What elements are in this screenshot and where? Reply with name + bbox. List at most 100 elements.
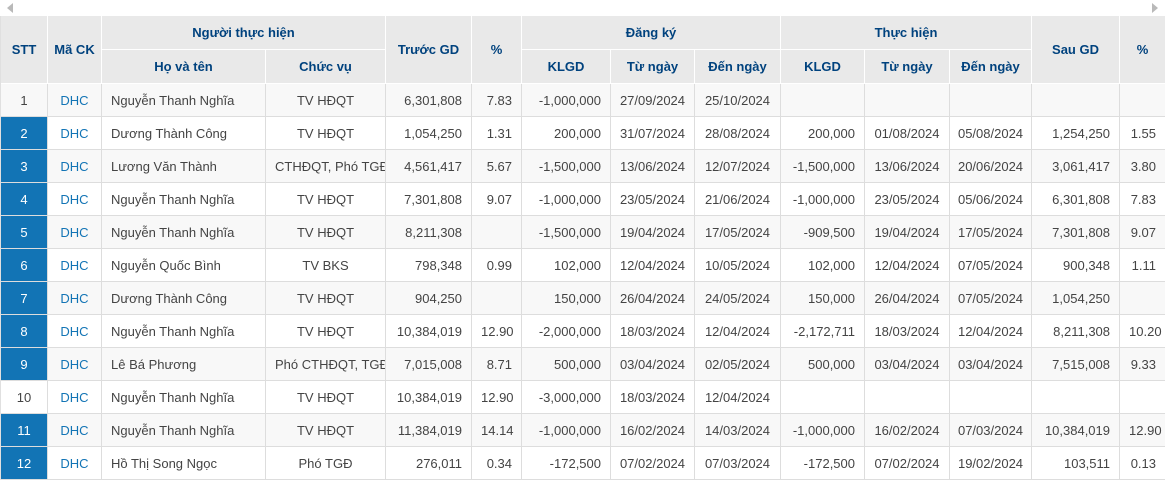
exec-volume-cell: -172,500 xyxy=(781,447,865,480)
header-ma-ck: Mã CK xyxy=(48,16,102,84)
stock-code-link[interactable]: DHC xyxy=(48,249,102,282)
reg-to-date-cell: 02/05/2024 xyxy=(695,348,781,381)
exec-from-date-cell: 13/06/2024 xyxy=(865,150,950,183)
position-cell: Phó TGĐ xyxy=(266,447,386,480)
table-row: 3 DHC Lương Văn Thành CTHĐQT, Phó TGĐ 4,… xyxy=(1,150,1165,183)
reg-to-date-cell: 14/03/2024 xyxy=(695,414,781,447)
exec-volume-cell: 150,000 xyxy=(781,282,865,315)
stock-code-link[interactable]: DHC xyxy=(48,216,102,249)
stock-code-link[interactable]: DHC xyxy=(48,183,102,216)
before-volume-cell: 4,561,417 xyxy=(386,150,472,183)
before-pct-cell: 5.67 xyxy=(472,150,522,183)
before-volume-cell: 7,301,808 xyxy=(386,183,472,216)
after-pct-cell: 3.80 xyxy=(1120,150,1165,183)
stt-cell: 5 xyxy=(1,216,48,249)
reg-from-date-cell: 16/02/2024 xyxy=(611,414,695,447)
header-th-klgd: KLGD xyxy=(781,50,865,84)
exec-volume-cell: -1,000,000 xyxy=(781,183,865,216)
before-pct-cell xyxy=(472,282,522,315)
table-row: 12 DHC Hồ Thị Song Ngọc Phó TGĐ 276,011 … xyxy=(1,447,1165,480)
header-chuc-vu: Chức vụ xyxy=(266,50,386,84)
person-name-cell: Dương Thành Công xyxy=(102,117,266,150)
position-cell: TV HĐQT xyxy=(266,216,386,249)
stock-code-link[interactable]: DHC xyxy=(48,117,102,150)
position-cell: TV HĐQT xyxy=(266,84,386,117)
stock-code-link[interactable]: DHC xyxy=(48,282,102,315)
reg-from-date-cell: 27/09/2024 xyxy=(611,84,695,117)
before-pct-cell: 0.99 xyxy=(472,249,522,282)
table-row: 1 DHC Nguyễn Thanh Nghĩa TV HĐQT 6,301,8… xyxy=(1,84,1165,117)
table-row: 6 DHC Nguyễn Quốc Bình TV BKS 798,348 0.… xyxy=(1,249,1165,282)
table-row: 2 DHC Dương Thành Công TV HĐQT 1,054,250… xyxy=(1,117,1165,150)
stt-cell: 12 xyxy=(1,447,48,480)
reg-from-date-cell: 23/05/2024 xyxy=(611,183,695,216)
stt-cell: 3 xyxy=(1,150,48,183)
before-volume-cell: 276,011 xyxy=(386,447,472,480)
after-pct-cell: 0.13 xyxy=(1120,447,1165,480)
position-cell: TV BKS xyxy=(266,249,386,282)
person-name-cell: Lê Bá Phương xyxy=(102,348,266,381)
reg-from-date-cell: 12/04/2024 xyxy=(611,249,695,282)
header-th-den-ngay: Đến ngày xyxy=(950,50,1033,84)
after-pct-cell xyxy=(1120,84,1165,117)
stock-code-link[interactable]: DHC xyxy=(48,447,102,480)
header-pct-truoc: % xyxy=(472,16,522,84)
before-volume-cell: 7,015,008 xyxy=(386,348,472,381)
stock-code-link[interactable]: DHC xyxy=(48,150,102,183)
reg-from-date-cell: 18/03/2024 xyxy=(611,315,695,348)
stt-cell: 11 xyxy=(1,414,48,447)
before-pct-cell: 1.31 xyxy=(472,117,522,150)
stt-cell: 9 xyxy=(1,348,48,381)
table-row: 8 DHC Nguyễn Thanh Nghĩa TV HĐQT 10,384,… xyxy=(1,315,1165,348)
reg-to-date-cell: 17/05/2024 xyxy=(695,216,781,249)
exec-to-date-cell xyxy=(950,84,1033,117)
reg-from-date-cell: 03/04/2024 xyxy=(611,348,695,381)
exec-to-date-cell: 17/05/2024 xyxy=(950,216,1033,249)
header-truoc-gd: Trước GD xyxy=(386,16,472,84)
position-cell: TV HĐQT xyxy=(266,282,386,315)
stock-code-link[interactable]: DHC xyxy=(48,84,102,117)
exec-to-date-cell: 12/04/2024 xyxy=(950,315,1033,348)
stock-code-link[interactable]: DHC xyxy=(48,315,102,348)
reg-to-date-cell: 12/04/2024 xyxy=(695,381,781,414)
after-volume-cell: 8,211,308 xyxy=(1032,315,1121,348)
exec-to-date-cell: 05/06/2024 xyxy=(950,183,1033,216)
exec-from-date-cell: 01/08/2024 xyxy=(865,117,950,150)
scroll-right-icon[interactable] xyxy=(1152,3,1158,13)
insider-transactions-table: STT Mã CK Người thực hiện Trước GD % Đăn… xyxy=(0,16,1165,480)
scroll-left-icon[interactable] xyxy=(7,3,13,13)
exec-from-date-cell xyxy=(865,84,950,117)
stock-code-link[interactable]: DHC xyxy=(48,414,102,447)
header-sau-gd: Sau GD xyxy=(1032,16,1121,84)
position-cell: TV HĐQT xyxy=(266,117,386,150)
reg-volume-cell: 500,000 xyxy=(522,348,611,381)
after-pct-cell: 12.90 xyxy=(1120,414,1165,447)
horizontal-scroll-strip xyxy=(0,0,1165,16)
exec-volume-cell xyxy=(781,84,865,117)
stock-code-link[interactable]: DHC xyxy=(48,348,102,381)
after-volume-cell xyxy=(1032,381,1121,414)
exec-from-date-cell xyxy=(865,381,950,414)
exec-from-date-cell: 16/02/2024 xyxy=(865,414,950,447)
person-name-cell: Nguyễn Thanh Nghĩa xyxy=(102,183,266,216)
after-volume-cell: 7,301,808 xyxy=(1032,216,1121,249)
before-volume-cell: 10,384,019 xyxy=(386,315,472,348)
reg-volume-cell: -1,500,000 xyxy=(522,216,611,249)
reg-from-date-cell: 18/03/2024 xyxy=(611,381,695,414)
before-volume-cell: 904,250 xyxy=(386,282,472,315)
stt-cell: 6 xyxy=(1,249,48,282)
person-name-cell: Dương Thành Công xyxy=(102,282,266,315)
after-pct-cell xyxy=(1120,282,1165,315)
header-dk-klgd: KLGD xyxy=(522,50,611,84)
before-pct-cell: 8.71 xyxy=(472,348,522,381)
reg-volume-cell: 200,000 xyxy=(522,117,611,150)
person-name-cell: Nguyễn Thanh Nghĩa xyxy=(102,84,266,117)
before-pct-cell: 9.07 xyxy=(472,183,522,216)
before-volume-cell: 6,301,808 xyxy=(386,84,472,117)
stock-code-link[interactable]: DHC xyxy=(48,381,102,414)
exec-volume-cell: -1,500,000 xyxy=(781,150,865,183)
reg-to-date-cell: 12/07/2024 xyxy=(695,150,781,183)
table-body: 1 DHC Nguyễn Thanh Nghĩa TV HĐQT 6,301,8… xyxy=(1,84,1165,480)
reg-volume-cell: -1,000,000 xyxy=(522,84,611,117)
exec-volume-cell: -2,172,711 xyxy=(781,315,865,348)
